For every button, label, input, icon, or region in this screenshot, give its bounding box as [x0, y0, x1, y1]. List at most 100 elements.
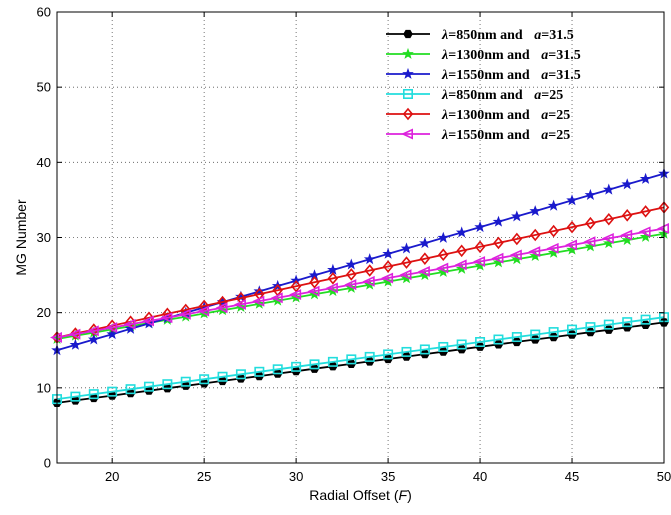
data-point [585, 216, 596, 230]
legend-marker [403, 29, 413, 39]
legend-label: λ=1550nm and a=25 [441, 128, 570, 143]
data-point [123, 318, 136, 330]
data-point [455, 226, 468, 238]
data-point [640, 205, 651, 218]
data-point [437, 265, 450, 277]
series-layer [50, 167, 670, 407]
data-point [622, 317, 633, 328]
data-point [584, 188, 597, 201]
legend-marker [402, 89, 413, 100]
legend-entry-3: λ=1550nm and a=31.5 [386, 67, 581, 83]
data-point [383, 349, 394, 360]
y-tick-label: 0 [44, 456, 51, 471]
data-point [69, 338, 82, 350]
x-tick-label: 30 [289, 469, 303, 484]
data-point [438, 248, 449, 262]
y-tick-label: 20 [37, 305, 51, 320]
legend-marker [402, 67, 414, 79]
data-point [86, 325, 99, 337]
data-point [382, 247, 394, 259]
y-tick-label: 10 [37, 380, 51, 395]
data-point [585, 328, 596, 337]
data-point [419, 252, 431, 265]
data-point [399, 269, 412, 281]
data-point [125, 384, 136, 395]
data-point [344, 279, 357, 291]
data-point [162, 307, 173, 321]
data-point [473, 256, 486, 267]
data-point [511, 232, 523, 246]
data-point [401, 256, 412, 269]
data-point [492, 215, 505, 227]
x-tick-label: 40 [473, 469, 487, 484]
data-point [493, 334, 504, 345]
legend-entry-6: λ=1550nm and a=25 [386, 128, 570, 143]
y-tick-label: 30 [37, 230, 51, 245]
data-point [233, 299, 246, 310]
data-point [566, 194, 578, 206]
data-point [474, 259, 486, 271]
series-line [56, 206, 665, 339]
x-tick-label: 25 [197, 469, 211, 484]
series-line [56, 172, 665, 352]
data-point [327, 356, 338, 367]
data-point [235, 369, 246, 380]
data-point [639, 172, 652, 184]
data-point [530, 228, 541, 242]
data-point [143, 381, 154, 392]
data-point [547, 199, 560, 211]
data-point [400, 272, 413, 284]
data-point [291, 361, 302, 372]
data-point [621, 209, 633, 222]
data-point [511, 210, 523, 222]
legend-label: λ=1300nm and a=31.5 [441, 48, 581, 63]
data-point [105, 322, 118, 334]
data-point [419, 237, 431, 249]
data-point [456, 244, 467, 258]
y-tick-label: 40 [37, 155, 51, 170]
data-point [381, 272, 394, 284]
data-point [583, 236, 596, 248]
series-line [56, 227, 665, 339]
data-point [566, 220, 578, 234]
data-point [362, 275, 375, 287]
data-point [620, 229, 633, 241]
data-point [546, 242, 559, 254]
data-point [270, 292, 283, 304]
data-point [529, 205, 541, 216]
x-tick-label: 45 [565, 469, 579, 484]
data-point [567, 330, 577, 339]
data-point [603, 212, 615, 226]
data-point [438, 341, 449, 352]
data-point [565, 239, 578, 251]
data-point [235, 291, 247, 305]
data-point [456, 339, 467, 350]
data-point [640, 320, 651, 329]
data-point [309, 359, 320, 370]
data-point [180, 376, 191, 387]
data-point [199, 374, 210, 385]
legend-entry-1: λ=850nm and a=31.5 [386, 28, 574, 43]
data-point [509, 249, 522, 261]
x-axis-title: Radial Offset (F) [309, 487, 411, 503]
data-point [254, 366, 265, 377]
x-tick-label: 50 [657, 469, 671, 484]
data-point [400, 242, 413, 254]
data-point [491, 252, 504, 264]
tick-layer: 20 25 30 35 40 45 50 0 10 20 30 40 50 60 [37, 5, 671, 485]
data-point [309, 276, 320, 289]
data-point [325, 282, 338, 294]
data-point [327, 263, 339, 275]
x-tick-label: 35 [381, 469, 395, 484]
data-point [436, 262, 449, 274]
data-point [106, 328, 119, 340]
data-point [178, 308, 191, 320]
legend-marker [402, 47, 414, 59]
legend-entry-4: λ=850nm and a=25 [386, 88, 563, 103]
data-point [289, 289, 302, 300]
legend-marker [402, 107, 414, 121]
data-point [364, 264, 375, 277]
data-point [327, 272, 339, 285]
data-point [272, 364, 283, 375]
data-point [70, 327, 81, 340]
